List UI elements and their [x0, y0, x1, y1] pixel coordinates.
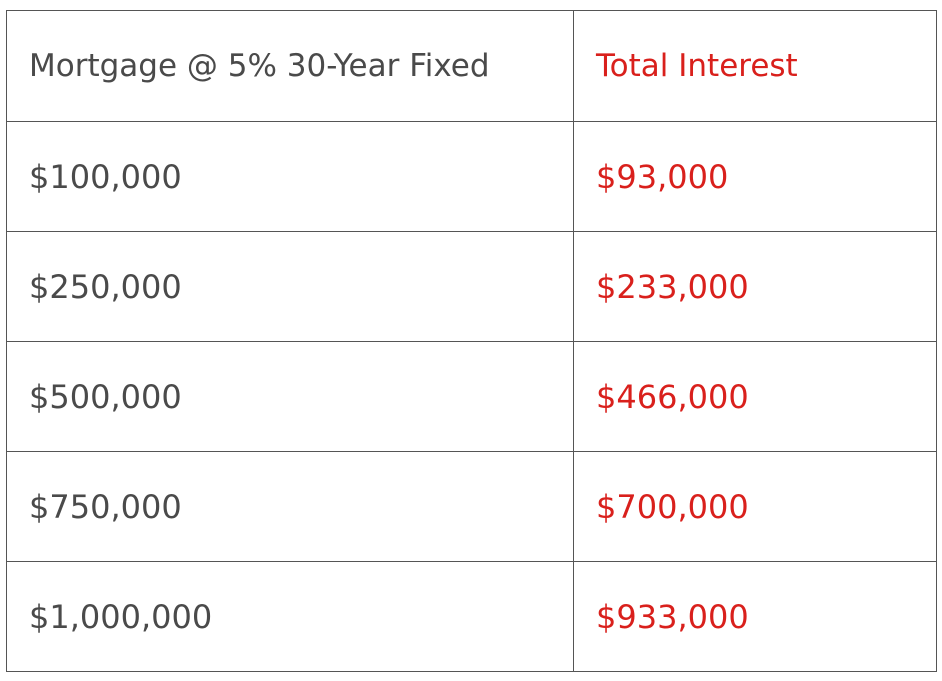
mortgage-amount-cell: $500,000 — [6, 341, 574, 452]
mortgage-interest-table: Mortgage @ 5% 30-Year Fixed Total Intere… — [6, 10, 937, 672]
mortgage-amount-cell: $100,000 — [6, 121, 574, 232]
total-interest-cell: $93,000 — [573, 121, 937, 232]
total-interest-cell: $466,000 — [573, 341, 937, 452]
table-row: $750,000 $700,000 — [6, 451, 937, 562]
mortgage-interest-table-container: Mortgage @ 5% 30-Year Fixed Total Intere… — [6, 10, 937, 672]
mortgage-amount-cell: $250,000 — [6, 231, 574, 342]
table-row: $250,000 $233,000 — [6, 231, 937, 342]
mortgage-amount-cell: $1,000,000 — [6, 561, 574, 672]
table-row: $100,000 $93,000 — [6, 121, 937, 232]
total-interest-cell: $933,000 — [573, 561, 937, 672]
table-row: $1,000,000 $933,000 — [6, 561, 937, 672]
table-row: $500,000 $466,000 — [6, 341, 937, 452]
total-interest-cell: $700,000 — [573, 451, 937, 562]
total-interest-cell: $233,000 — [573, 231, 937, 342]
header-mortgage: Mortgage @ 5% 30-Year Fixed — [6, 10, 574, 122]
table-header-row: Mortgage @ 5% 30-Year Fixed Total Intere… — [6, 10, 937, 122]
header-total-interest: Total Interest — [573, 10, 937, 122]
mortgage-amount-cell: $750,000 — [6, 451, 574, 562]
